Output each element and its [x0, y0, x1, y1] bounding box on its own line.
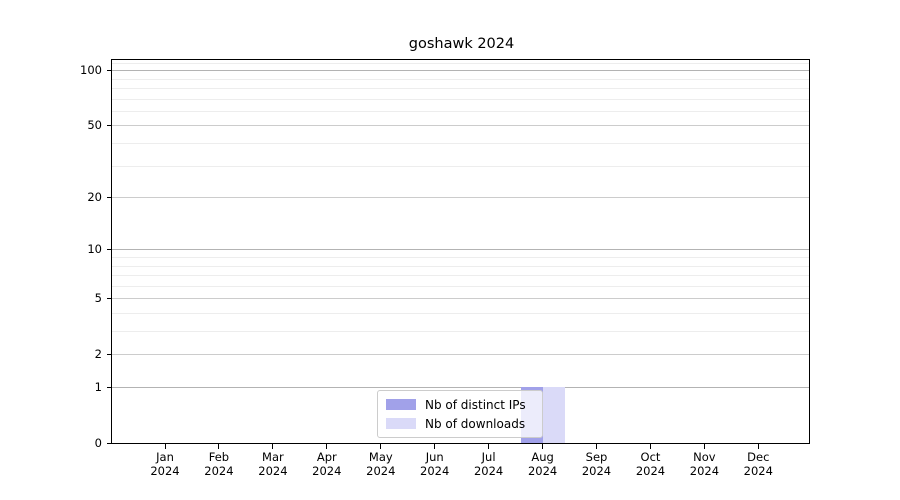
downloads-swatch: [386, 418, 416, 429]
month-label: Jan: [156, 450, 174, 464]
x-tick-oct: [650, 444, 651, 449]
year-label: 2024: [204, 464, 234, 478]
year-label: 2024: [743, 464, 773, 478]
y-tick-20: [107, 196, 112, 198]
x-tick-jul: [488, 444, 490, 449]
y-tick-10: [107, 248, 112, 250]
x-tick-label-feb: Feb 2024: [187, 450, 251, 478]
x-tick-dec: [757, 444, 759, 449]
month-label: Jun: [425, 450, 444, 464]
x-tick-apr: [326, 444, 328, 449]
minor-gridline: [112, 110, 809, 112]
year-label: 2024: [473, 464, 504, 478]
month-label: Oct: [640, 450, 661, 464]
minor-gridline: [112, 275, 809, 276]
legend: Nb of distinct IPs Nb of downloads: [377, 390, 543, 438]
minor-gridline: [112, 62, 809, 64]
minor-gridline: [112, 165, 809, 167]
x-tick-label-apr: Apr 2024: [295, 450, 359, 478]
y-tick-5: [107, 297, 112, 299]
x-tick-jun: [434, 444, 436, 449]
minor-gridline: [112, 78, 809, 80]
y-tick-1: [107, 386, 112, 388]
minor-gridline: [112, 313, 809, 314]
year-label: 2024: [312, 464, 342, 478]
month-label: May: [368, 450, 393, 464]
bar-nb-of-downloads-aug: [542, 387, 565, 443]
y-tick-label-2: 2: [94, 347, 102, 362]
y-tick-2: [107, 353, 112, 355]
month-label: Sep: [585, 450, 608, 464]
y-tick-label-0: 0: [94, 436, 102, 450]
x-tick-label-may: May 2024: [349, 450, 413, 478]
month-label: Nov: [693, 450, 716, 464]
year-label: 2024: [581, 464, 612, 478]
y-tick-50: [107, 124, 112, 126]
year-label: 2024: [366, 464, 396, 478]
y-tick-label-10: 10: [87, 242, 102, 257]
x-tick-label-aug: Aug 2024: [511, 450, 575, 478]
month-label: Aug: [531, 450, 554, 464]
x-tick-may: [380, 444, 382, 449]
legend-label-downloads: Nb of downloads: [425, 416, 526, 431]
legend-item-downloads: Nb of downloads: [386, 415, 534, 433]
major-gridline-10: [112, 249, 809, 251]
year-label: 2024: [150, 464, 180, 478]
minor-gridline: [112, 285, 809, 287]
legend-label-distinct-ips: Nb of distinct IPs: [425, 397, 526, 412]
month-label: Feb: [208, 450, 230, 464]
x-tick-label-jul: Jul 2024: [457, 450, 521, 478]
plot-area: [111, 59, 810, 444]
year-label: 2024: [420, 464, 450, 478]
minor-gridline: [112, 98, 809, 100]
y-tick-label-5: 5: [94, 291, 102, 306]
x-tick-label-dec: Dec 2024: [726, 450, 790, 478]
x-tick-label-jun: Jun 2024: [403, 450, 467, 478]
y-tick-label-50: 50: [87, 118, 102, 133]
month-label: Dec: [747, 450, 770, 464]
y-tick-label-20: 20: [87, 190, 102, 204]
x-tick-label-oct: Oct 2024: [619, 450, 683, 478]
chart-title: goshawk 2024: [408, 36, 515, 52]
minor-gridline: [112, 331, 809, 332]
minor-gridline: [112, 142, 809, 144]
year-label: 2024: [635, 464, 666, 478]
month-label: Apr: [316, 450, 337, 464]
x-tick-label-nov: Nov 2024: [672, 450, 736, 478]
x-tick-mar: [272, 444, 274, 449]
major-gridline-1: [112, 387, 809, 388]
major-gridline-2: [112, 354, 809, 356]
y-tick-0: [107, 442, 112, 444]
x-tick-aug: [542, 444, 544, 449]
x-tick-label-sep: Sep 2024: [565, 450, 629, 478]
month-label: Jul: [481, 450, 496, 464]
y-tick-label-100: 100: [80, 63, 102, 78]
y-tick-100: [107, 69, 112, 71]
x-tick-nov: [703, 444, 705, 449]
year-label: 2024: [258, 464, 288, 478]
month-label: Mar: [262, 450, 284, 464]
major-gridline-50: [112, 125, 809, 127]
y-tick-label-1: 1: [94, 380, 102, 394]
minor-gridline: [112, 257, 809, 258]
minor-gridline: [112, 87, 809, 89]
minor-gridline: [112, 265, 809, 267]
major-gridline-100: [112, 70, 809, 72]
x-tick-jan: [164, 444, 166, 449]
legend-item-distinct-ips: Nb of distinct IPs: [386, 396, 534, 414]
year-label: 2024: [527, 464, 558, 478]
x-tick-feb: [218, 444, 220, 449]
distinct-ips-swatch: [386, 399, 416, 410]
year-label: 2024: [689, 464, 720, 478]
major-gridline-20: [112, 197, 809, 198]
major-gridline-5: [112, 298, 809, 300]
x-tick-sep: [596, 444, 597, 449]
x-tick-label-jan: Jan 2024: [133, 450, 197, 478]
x-tick-label-mar: Mar 2024: [241, 450, 305, 478]
